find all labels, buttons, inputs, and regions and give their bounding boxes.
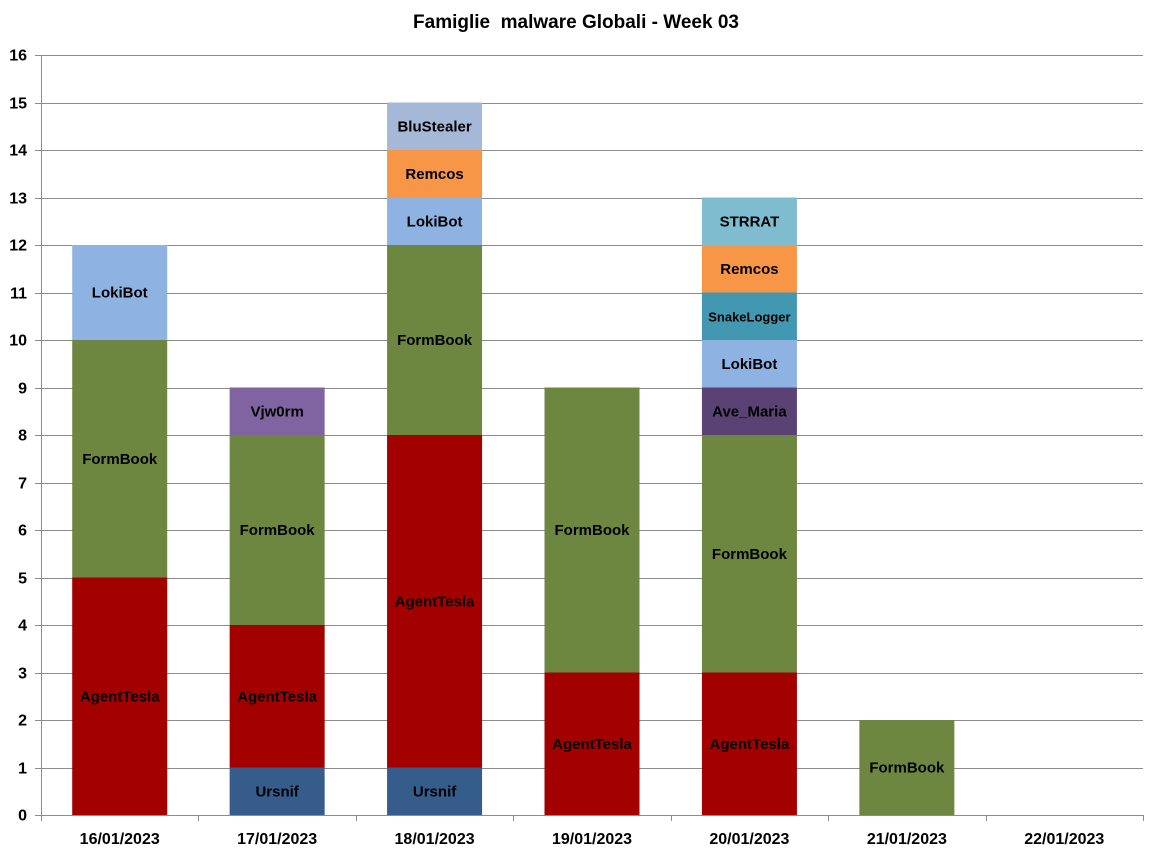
x-tick-label: 16/01/2023 — [80, 831, 160, 848]
y-tick-label: 2 — [18, 713, 27, 730]
y-tick-label: 9 — [18, 381, 27, 398]
bar-segment-formbook — [229, 435, 325, 625]
y-tick-label: 15 — [9, 96, 27, 113]
bar-segment-formbook — [859, 720, 955, 815]
bar-segment-label: LokiBot — [407, 213, 463, 230]
bar-segment-label: AgentTesla — [80, 688, 160, 705]
bar-segment-agenttesla — [72, 577, 168, 815]
bar-segment-lokibot — [387, 197, 483, 245]
y-tick-label: 6 — [18, 523, 27, 540]
bar-segment-label: Ave_Maria — [712, 403, 787, 420]
bar-segment-label: Remcos — [405, 166, 463, 183]
x-tick-label: 21/01/2023 — [867, 831, 947, 848]
y-tick-label: 12 — [9, 238, 27, 255]
bar-segment-agenttesla — [229, 625, 325, 768]
y-tick-label: 3 — [18, 666, 27, 683]
bar-segment-remcos — [387, 150, 483, 198]
bar-segment-ave-maria — [701, 387, 797, 435]
bar-segment-label: Ursnif — [255, 783, 299, 800]
bar-segment-lokibot — [701, 340, 797, 388]
x-tick-label: 20/01/2023 — [709, 831, 789, 848]
bar-segment-label: AgentTesla — [395, 593, 475, 610]
y-tick-label: 1 — [18, 761, 27, 778]
bar-segment-label: FormBook — [397, 332, 473, 349]
bar-segment-formbook — [72, 340, 168, 578]
y-tick-label: 13 — [9, 191, 27, 208]
bar-segment-label: STRRAT — [720, 213, 780, 230]
bar-segment-vjw0rm — [229, 387, 325, 435]
y-tick-label: 8 — [18, 428, 27, 445]
bar-segment-label: AgentTesla — [710, 736, 790, 753]
x-tick-label: 19/01/2023 — [552, 831, 632, 848]
bar-segment-remcos — [701, 245, 797, 293]
y-tick-label: 4 — [18, 618, 27, 635]
y-tick-label: 0 — [18, 808, 27, 825]
bar-segment-formbook — [701, 435, 797, 673]
bars: AgentTesla FormBook LokiBot Ursnif AgentTesl… — [72, 102, 955, 815]
bar-segment-label: LokiBot — [722, 356, 778, 373]
bar-segment-formbook — [387, 245, 483, 435]
bar-segment-agenttesla — [544, 672, 640, 815]
bar-segment-agenttesla — [701, 672, 797, 815]
bar-segment-label: SnakeLogger — [708, 309, 790, 324]
x-tick-label: 17/01/2023 — [237, 831, 317, 848]
bar-segment-formbook — [544, 387, 640, 673]
y-tick-label: 11 — [10, 286, 27, 303]
y-tick-label: 7 — [18, 476, 27, 493]
bar-segment-label: Vjw0rm — [250, 403, 303, 420]
bar-segment-ursnif — [387, 767, 483, 815]
chart-title: Famiglie malware Globali - Week 03 — [413, 12, 739, 33]
bar-segment-label: FormBook — [712, 546, 788, 563]
bar-segment-blustealer — [387, 102, 483, 150]
bar-segment-label: BluStealer — [397, 118, 471, 135]
y-tick-label: 14 — [9, 143, 27, 160]
bar-segment-strrat — [701, 197, 797, 245]
x-tick-label: 22/01/2023 — [1024, 831, 1104, 848]
bar-segment-label: Remcos — [720, 261, 778, 278]
bar-segment-label: FormBook — [555, 522, 631, 539]
y-tick-label: 16 — [9, 48, 27, 65]
bar-segment-ursnif — [229, 767, 325, 815]
bar-segment-label: FormBook — [82, 451, 158, 468]
bar-segment-label: Ursnif — [413, 783, 457, 800]
bar-segment-label: FormBook — [240, 522, 316, 539]
bar-segment-agenttesla — [387, 435, 483, 768]
y-tick-label: 5 — [18, 571, 27, 588]
bar-segment-label: AgentTesla — [552, 736, 632, 753]
bar-segment-label: LokiBot — [92, 285, 148, 302]
y-tick-label: 10 — [9, 333, 27, 350]
x-tick-label: 18/01/2023 — [395, 831, 475, 848]
bar-segment-label: AgentTesla — [237, 688, 317, 705]
bar-segment-snakelogger — [701, 292, 797, 340]
bar-segment-label: FormBook — [869, 760, 945, 777]
bar-segment-lokibot — [72, 245, 168, 340]
